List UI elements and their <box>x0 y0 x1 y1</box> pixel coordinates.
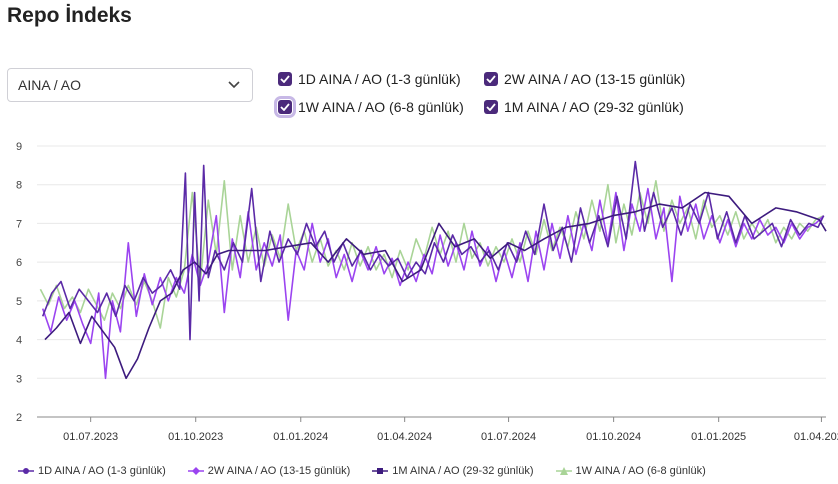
series-line-s1m <box>44 191 827 380</box>
y-tick-label: 2 <box>16 412 22 424</box>
legend-triangle-icon <box>555 467 572 475</box>
legend-label: 2W AINA / AO (13-15 günlük) <box>207 465 351 477</box>
x-tick-label: 01.10.2024 <box>586 431 641 443</box>
toggle-1m[interactable]: 1M AINA / AO (29-32 günlük) <box>484 99 684 115</box>
checkbox-checked-icon[interactable] <box>278 72 292 86</box>
series-line-s1d <box>41 160 825 341</box>
instrument-select[interactable]: AINA / AO <box>7 68 253 102</box>
legend-item-1w[interactable]: 1W AINA / AO (6-8 günlük) <box>555 465 706 477</box>
series-line-s1w <box>39 180 825 329</box>
x-tick-label: 01.04.2024 <box>377 431 432 443</box>
toggle-1d[interactable]: 1D AINA / AO (1-3 günlük) <box>278 71 461 87</box>
y-tick-label: 7 <box>16 218 22 230</box>
legend-diamond-icon <box>187 467 204 475</box>
y-tick-label: 5 <box>16 296 22 308</box>
toggle-1m-label: 1M AINA / AO (29-32 günlük) <box>504 99 684 115</box>
checkbox-checked-icon[interactable] <box>274 96 296 118</box>
x-tick-label: 01.10.2023 <box>168 431 223 443</box>
legend-label: 1D AINA / AO (1-3 günlük) <box>38 465 166 477</box>
x-tick-label: 01.07.2023 <box>63 431 118 443</box>
toggle-2w[interactable]: 2W AINA / AO (13-15 günlük) <box>484 71 685 87</box>
series-line-s2w <box>41 187 825 380</box>
chevron-down-icon <box>226 77 242 93</box>
checkbox-checked-icon[interactable] <box>484 100 498 114</box>
legend-label: 1W AINA / AO (6-8 günlük) <box>575 465 706 477</box>
legend-item-1m[interactable]: 1M AINA / AO (29-32 günlük) <box>372 465 534 477</box>
toggle-2w-label: 2W AINA / AO (13-15 günlük) <box>504 71 686 87</box>
y-tick-label: 8 <box>16 180 22 192</box>
y-tick-label: 6 <box>16 257 22 269</box>
page-title: Repo İndeks <box>7 4 132 27</box>
x-tick-label: 01.04.2025 <box>794 431 838 443</box>
y-tick-label: 9 <box>16 141 22 153</box>
legend-circle-icon <box>18 468 34 474</box>
toggle-1w-label: 1W AINA / AO (6-8 günlük) <box>298 99 464 115</box>
x-tick-label: 01.01.2025 <box>691 431 746 443</box>
x-tick-label: 01.01.2024 <box>273 431 328 443</box>
legend-square-icon <box>372 468 389 474</box>
toggle-1w[interactable]: 1W AINA / AO (6-8 günlük) <box>274 96 464 118</box>
legend-item-1d[interactable]: 1D AINA / AO (1-3 günlük) <box>18 465 166 477</box>
legend-item-2w[interactable]: 2W AINA / AO (13-15 günlük) <box>187 465 351 477</box>
toggle-1d-label: 1D AINA / AO (1-3 günlük) <box>298 71 461 87</box>
chart-legend: 1D AINA / AO (1-3 günlük) 2W AINA / AO (… <box>18 462 828 480</box>
y-tick-label: 4 <box>16 335 22 347</box>
instrument-select-value: AINA / AO <box>18 77 82 93</box>
x-tick-label: 01.07.2024 <box>481 431 536 443</box>
legend-label: 1M AINA / AO (29-32 günlük) <box>392 465 534 477</box>
repo-index-chart: 2 3 4 5 6 7 8 9 01.07.2023 01.10.2023 01.01.2024 01… <box>16 141 838 443</box>
y-tick-label: 3 <box>16 373 22 385</box>
checkbox-checked-icon[interactable] <box>484 72 498 86</box>
